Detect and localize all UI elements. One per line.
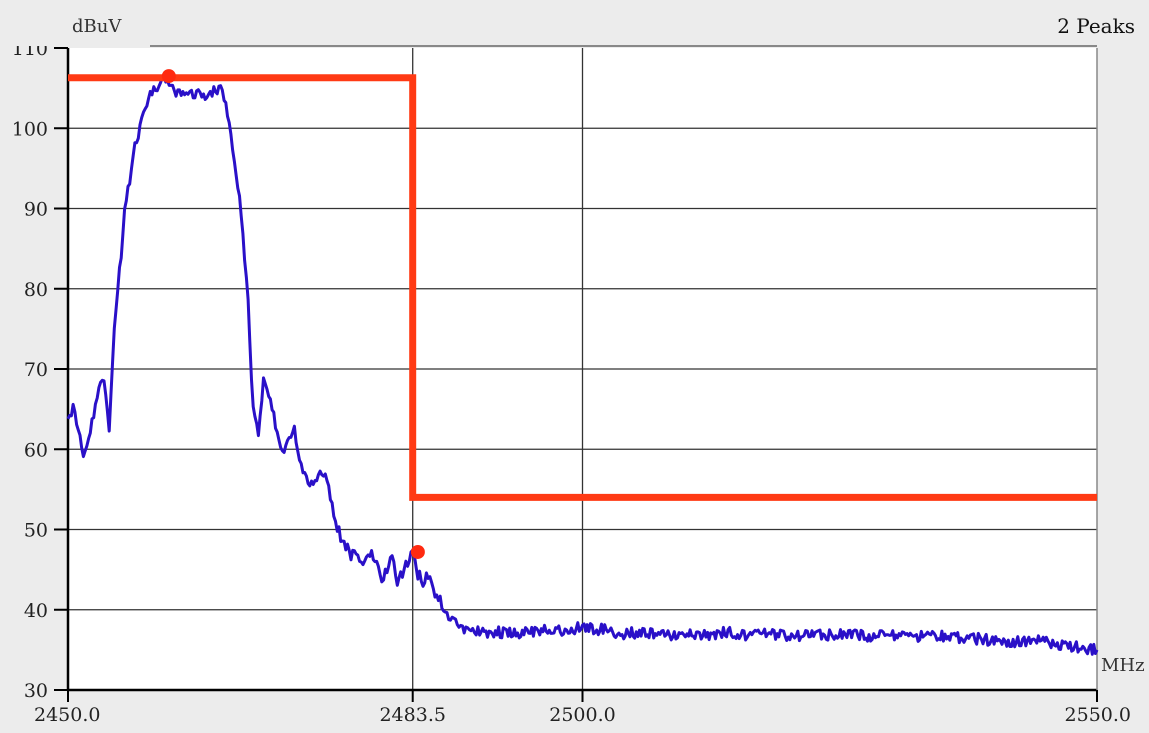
peak-markers	[161, 69, 425, 559]
y-axis-label: dBuV	[72, 16, 122, 37]
y-tick-label-70: 70	[24, 359, 48, 381]
axis-ticks	[54, 47, 1098, 702]
y-tick-label-30: 30	[24, 680, 48, 702]
y-tick-label-50: 50	[24, 520, 48, 542]
x-tick-label-2450.0: 2450.0	[34, 704, 100, 726]
x-axis-label: MHz	[1101, 655, 1145, 676]
x-tick-label-2500.0: 2500.0	[549, 704, 615, 726]
peak-marker-1	[161, 69, 176, 84]
y-tick-label-80: 80	[24, 279, 48, 301]
title-bar	[0, 0, 1149, 46]
x-tick-label-2483.5: 2483.5	[379, 704, 445, 726]
limit-line	[68, 74, 1097, 501]
x-tick-label-2550.0: 2550.0	[1065, 704, 1131, 726]
y-tick-label-90: 90	[24, 199, 48, 221]
peak-marker-2	[410, 544, 425, 559]
y-tick-label-60: 60	[24, 439, 48, 461]
y-tick-label-100: 100	[12, 118, 48, 140]
y-tick-label-40: 40	[24, 600, 48, 622]
series-group	[66, 74, 1099, 656]
measured-trace-line	[66, 75, 1099, 656]
chart-title: 2 Peaks	[1057, 14, 1135, 38]
